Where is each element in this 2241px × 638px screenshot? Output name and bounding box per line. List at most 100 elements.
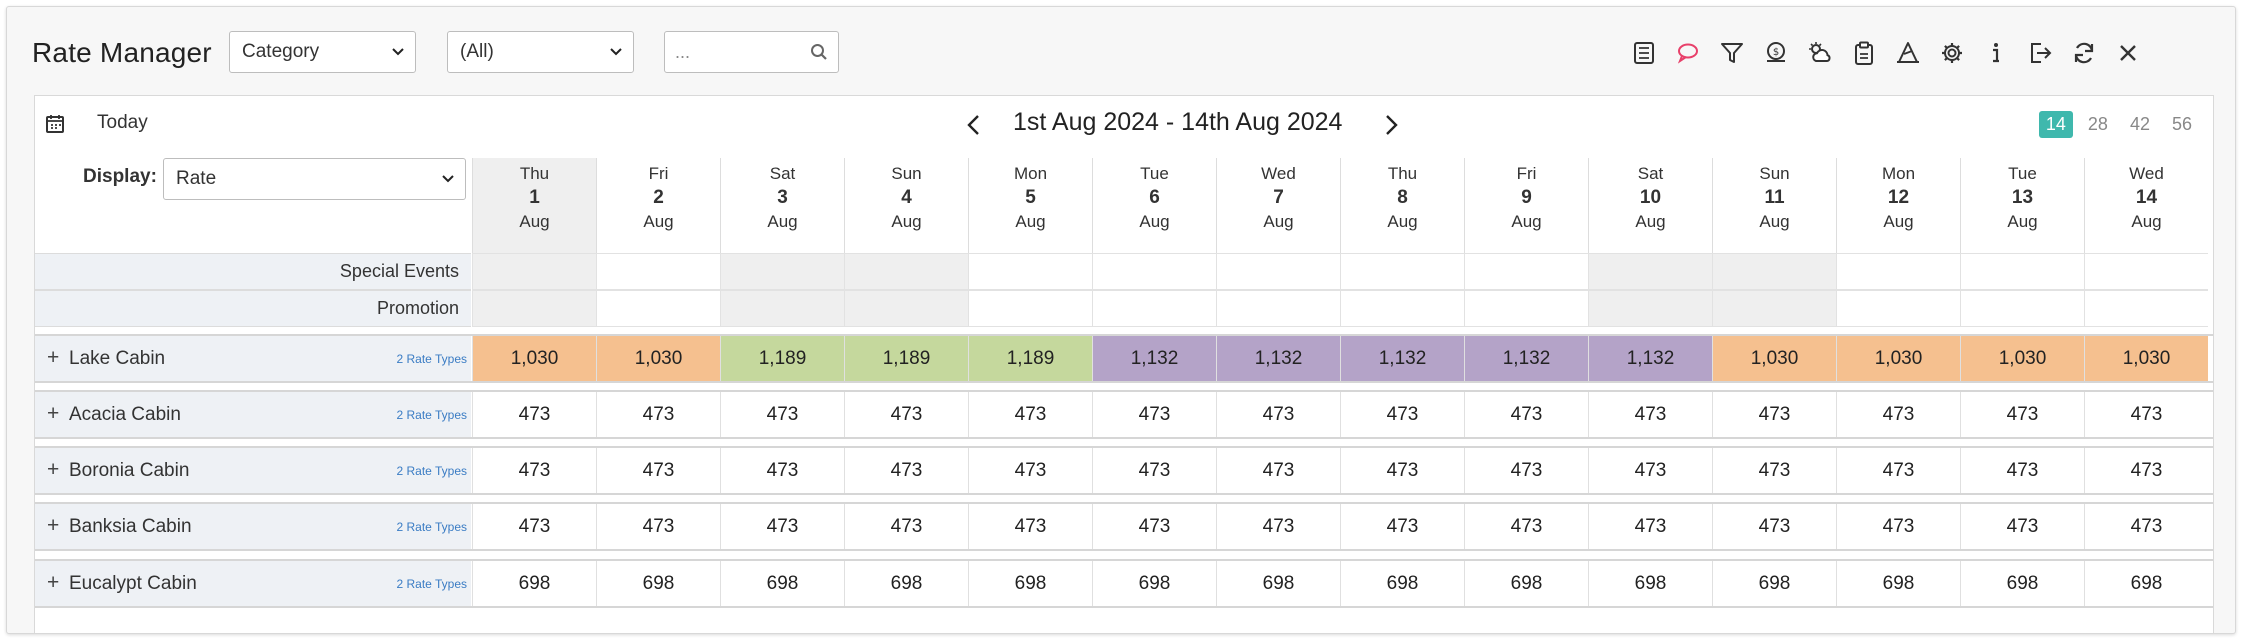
today-button[interactable]: Today [97,112,148,133]
rate-cell[interactable]: 1,030 [1960,336,2084,381]
event-cell[interactable] [1092,253,1216,290]
event-cell[interactable] [844,253,968,290]
rate-cell[interactable]: 473 [968,448,1092,493]
event-cell[interactable] [1216,290,1340,327]
rate-cell[interactable]: 1,030 [2084,336,2208,381]
rate-cell[interactable]: 473 [2084,392,2208,437]
rate-cell[interactable]: 473 [1092,392,1216,437]
category-select[interactable]: Category [229,31,416,73]
rate-cell[interactable]: 473 [968,504,1092,549]
span-option-14[interactable]: 14 [2038,111,2073,138]
rate-cell[interactable]: 473 [1960,392,2084,437]
rate-cell[interactable]: 473 [844,504,968,549]
event-cell[interactable] [1836,253,1960,290]
rate-types-link[interactable]: 2 Rate Types [396,352,468,366]
rate-cell[interactable]: 698 [1340,561,1464,606]
rate-cell[interactable]: 473 [1216,392,1340,437]
event-cell[interactable] [1340,290,1464,327]
rate-cell[interactable]: 698 [844,561,968,606]
rate-cell[interactable]: 473 [1836,448,1960,493]
event-cell[interactable] [1464,253,1588,290]
event-cell[interactable] [720,290,844,327]
rate-cell[interactable]: 473 [1588,392,1712,437]
event-cell[interactable] [2084,290,2208,327]
event-cell[interactable] [720,253,844,290]
chevron-left-icon[interactable] [963,112,985,138]
rate-cell[interactable]: 473 [1712,448,1836,493]
rate-cell[interactable]: 1,189 [968,336,1092,381]
rate-cell[interactable]: 698 [1960,561,2084,606]
event-cell[interactable] [1588,253,1712,290]
event-cell[interactable] [1340,253,1464,290]
rate-cell[interactable]: 473 [596,392,720,437]
event-cell[interactable] [1092,290,1216,327]
rate-cell[interactable]: 473 [720,448,844,493]
rate-cell[interactable]: 1,189 [844,336,968,381]
rate-cell[interactable]: 473 [844,448,968,493]
rate-cell[interactable]: 698 [2084,561,2208,606]
rate-cell[interactable]: 698 [1712,561,1836,606]
rate-types-link[interactable]: 2 Rate Types [396,408,468,422]
rate-cell[interactable]: 473 [1092,504,1216,549]
rate-cell[interactable]: 473 [472,392,596,437]
expand-icon[interactable]: + [47,514,60,537]
event-cell[interactable] [844,290,968,327]
chevron-right-icon[interactable] [1380,112,1402,138]
rate-cell[interactable]: 1,132 [1092,336,1216,381]
expand-icon[interactable]: + [47,458,60,481]
filter-icon[interactable] [1710,37,1754,69]
rate-cell[interactable]: 473 [1712,504,1836,549]
rate-cell[interactable]: 1,030 [596,336,720,381]
info-icon[interactable] [1974,37,2018,69]
event-cell[interactable] [1712,290,1836,327]
rate-cell[interactable]: 473 [472,504,596,549]
search-icon[interactable] [810,43,828,61]
rate-types-link[interactable]: 2 Rate Types [396,577,468,591]
display-select[interactable]: Rate [163,158,466,200]
rate-cell[interactable]: 473 [1340,392,1464,437]
rate-types-link[interactable]: 2 Rate Types [396,520,468,534]
rate-cell[interactable]: 473 [1340,504,1464,549]
rate-cell[interactable]: 473 [472,448,596,493]
event-cell[interactable] [1960,253,2084,290]
span-option-56[interactable]: 56 [2171,114,2192,134]
rate-cell[interactable]: 473 [1092,448,1216,493]
rate-cell[interactable]: 698 [1836,561,1960,606]
search-input[interactable]: ... [664,31,839,73]
rate-cell[interactable]: 473 [1216,504,1340,549]
wizard-icon[interactable] [1886,37,1930,69]
close-icon[interactable] [2106,37,2150,69]
rate-cell[interactable]: 698 [596,561,720,606]
rate-cell[interactable]: 698 [1464,561,1588,606]
rate-cell[interactable]: 473 [596,448,720,493]
rate-cell[interactable]: 1,132 [1216,336,1340,381]
rate-cell[interactable]: 698 [1588,561,1712,606]
rate-cell[interactable]: 473 [1712,392,1836,437]
expand-icon[interactable]: + [47,346,60,369]
refresh-icon[interactable] [2062,37,2106,69]
event-cell[interactable] [2084,253,2208,290]
rate-cell[interactable]: 698 [472,561,596,606]
event-cell[interactable] [596,253,720,290]
clipboard-icon[interactable] [1842,37,1886,69]
rate-cell[interactable]: 473 [1464,392,1588,437]
rate-cell[interactable]: 473 [968,392,1092,437]
span-option-28[interactable]: 28 [2087,114,2108,134]
rate-cell[interactable]: 473 [2084,448,2208,493]
event-cell[interactable] [1588,290,1712,327]
list-icon[interactable] [1622,37,1666,69]
event-cell[interactable] [472,253,596,290]
rate-cell[interactable]: 473 [844,392,968,437]
weather-icon[interactable] [1798,37,1842,69]
rate-cell[interactable]: 1,132 [1464,336,1588,381]
event-cell[interactable] [1712,253,1836,290]
event-cell[interactable] [1836,290,1960,327]
rate-cell[interactable]: 698 [1092,561,1216,606]
expand-icon[interactable]: + [47,402,60,425]
export-icon[interactable] [2018,37,2062,69]
gear-icon[interactable] [1930,37,1974,69]
rate-cell[interactable]: 1,030 [472,336,596,381]
event-cell[interactable] [1464,290,1588,327]
rate-cell[interactable]: 473 [720,392,844,437]
event-cell[interactable] [1216,253,1340,290]
